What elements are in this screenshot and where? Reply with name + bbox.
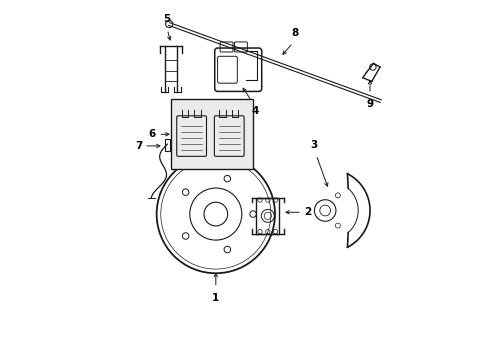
Text: 2: 2 <box>303 207 310 217</box>
Text: 9: 9 <box>366 99 373 109</box>
Bar <box>171 99 253 169</box>
Text: 7: 7 <box>135 141 142 151</box>
Bar <box>164 139 170 150</box>
Text: 8: 8 <box>290 28 298 38</box>
Text: 1: 1 <box>212 293 219 303</box>
Text: 5: 5 <box>163 14 170 24</box>
Text: 3: 3 <box>309 140 317 149</box>
Text: 4: 4 <box>251 107 259 117</box>
Text: 6: 6 <box>148 129 156 139</box>
